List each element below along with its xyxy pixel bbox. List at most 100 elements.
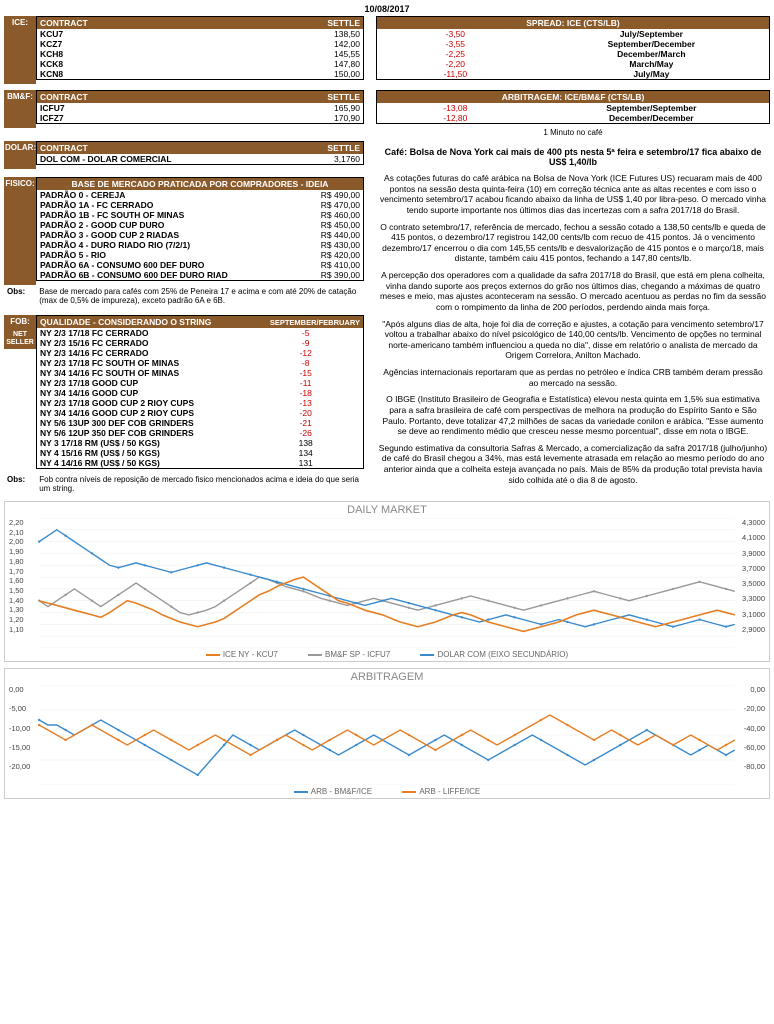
fisobs-text: Base de mercado para cafés com 25% de Pe… [39,287,359,305]
cell: -9 [248,338,363,348]
fob-table: FOB: NET SELLER QUALIDADE - CONSIDERANDO… [4,315,364,473]
cell: July/September [534,29,770,39]
subtitle: 1 Minuto no café [376,128,770,137]
ice-table: ICE: CONTRACTSETTLE KCU7138,50KCZ7142,00… [4,16,364,84]
axis-tick: -80,00 [744,762,765,771]
axis-tick: 1,30 [9,605,24,614]
cell: PADRÃO 6B - CONSUMO 600 DEF DURO RIAD [37,270,302,281]
cell: NY 4 14/16 RM (US$ / 50 KGS) [37,458,249,469]
table-row: PADRÃO 3 - GOOD CUP 2 RIADASR$ 440,00 [37,230,364,240]
cell: R$ 420,00 [301,250,363,260]
axis-tick: 1,80 [9,557,24,566]
dolar-label: DOLAR: [4,141,36,169]
c1leg2: DOLAR COM (EIXO SECUNDÁRIO) [437,650,568,659]
fisico-title: BASE DE MERCADO PRATICADA POR COMPRADORE… [37,178,364,191]
table-row: KCK8147,80 [37,59,364,69]
table-row: KCH8145,55 [37,49,364,59]
fob-label: FOB: [4,315,36,328]
cell: -11 [248,378,363,388]
article-paragraph: O IBGE (Instituto Brasileiro de Geografi… [378,394,768,437]
ice-h-contract: CONTRACT [37,17,227,30]
c1leg1: BM&F SP - ICFU7 [325,650,390,659]
article-title: Café: Bolsa de Nova York cai mais de 400… [376,147,770,167]
axis-tick: 0,00 [9,685,30,694]
axis-tick: -20,00 [9,762,30,771]
table-row: KCZ7142,00 [37,39,364,49]
axis-tick: -60,00 [744,743,765,752]
dolar-table: DOLAR: CONTRACTSETTLE DOL COM - DOLAR CO… [4,141,364,169]
table-row: NY 3/4 14/16 GOOD CUP 2 RIOY CUPS-20 [37,408,364,418]
chart2-legend: ARB - BM&F/ICE ARB - LIFFE/ICE [5,785,769,798]
table-row: PADRÃO 2 - GOOD CUP DUROR$ 450,00 [37,220,364,230]
article-paragraph: "Após alguns dias de alta, hoje foi dia … [378,319,768,362]
cell: NY 3/4 14/16 FC SOUTH OF MINAS [37,368,249,378]
spread-title: SPREAD: ICE (CTS/LB) [377,17,770,30]
table-row: -2,25December/March [377,49,770,59]
axis-tick: -5,00 [9,704,30,713]
bmf-label: BM&F: [4,90,36,128]
cell: 147,80 [226,59,363,69]
axis-tick: 0,00 [744,685,765,694]
table-row: -2,20March/May [377,59,770,69]
cell: KCU7 [37,29,227,39]
cell: September/December [534,39,770,49]
cell: R$ 390,00 [301,270,363,281]
cell: NY 5/6 12UP 350 DEF COB GRINDERS [37,428,249,438]
table-row: NY 2/3 15/16 FC CERRADO-9 [37,338,364,348]
table-row: ICFZ7170,90 [37,113,364,124]
axis-tick: 2,10 [9,528,24,537]
article: Café: Bolsa de Nova York cai mais de 400… [376,141,770,495]
cell: 142,00 [226,39,363,49]
table-row: NY 5/6 13UP 300 DEF COB GRINDERS-21 [37,418,364,428]
article-paragraph: Agências internacionais reportaram que a… [378,367,768,388]
cell: July/May [534,69,770,80]
bmf-h1: SETTLE [226,91,363,104]
arbitragem-chart: ARBITRAGEM 0,00-5,00-10,00-15,00-20,00 0… [4,668,770,799]
table-row: -13,08September/September [377,103,770,113]
cell: 170,90 [226,113,363,124]
cell: R$ 470,00 [301,200,363,210]
table-row: NY 3/4 14/16 FC SOUTH OF MINAS-15 [37,368,364,378]
cell: PADRÃO 1A - FC CERRADO [37,200,302,210]
fob-h1: SEPTEMBER/FEBRUARY [248,316,363,329]
cell: NY 3/4 14/16 GOOD CUP 2 RIOY CUPS [37,408,249,418]
cell: PADRÃO 2 - GOOD CUP DURO [37,220,302,230]
cell: PADRÃO 5 - RIO [37,250,302,260]
table-row: NY 2/3 17/18 FC CERRADO-5 [37,328,364,338]
cell: NY 2/3 14/16 FC CERRADO [37,348,249,358]
cell: 134 [248,448,363,458]
cell: NY 5/6 13UP 300 DEF COB GRINDERS [37,418,249,428]
dolar-h0: CONTRACT [37,142,292,155]
cell: -11,50 [377,69,534,80]
table-row: NY 2/3 17/18 FC SOUTH OF MINAS-8 [37,358,364,368]
cell: DOL COM - DOLAR COMERCIAL [37,154,292,165]
cell: PADRÃO 1B - FC SOUTH OF MINAS [37,210,302,220]
table-row: -12,80December/December [377,113,770,124]
axis-tick: 4,1000 [742,533,765,542]
table-row: NY 2/3 17/18 GOOD CUP 2 RIOY CUPS-13 [37,398,364,408]
cell: March/May [534,59,770,69]
axis-tick: 2,20 [9,518,24,527]
fob-obs: Obs: Fob contra níveis de reposição de m… [4,473,364,495]
bmf-table: BM&F: CONTRACTSETTLE ICFU7165,90ICFZ7170… [4,90,364,128]
table-row: NY 4 14/16 RM (US$ / 50 KGS)131 [37,458,364,469]
cell: NY 2/3 17/18 GOOD CUP [37,378,249,388]
fob-sub: NET SELLER [4,328,36,349]
axis-tick: -10,00 [9,724,30,733]
cell: -21 [248,418,363,428]
table-row: PADRÃO 5 - RIOR$ 420,00 [37,250,364,260]
cell: KCH8 [37,49,227,59]
axis-tick: -40,00 [744,724,765,733]
cell: KCN8 [37,69,227,80]
cell: 138,50 [226,29,363,39]
axis-tick: 1,90 [9,547,24,556]
ice-label: ICE: [4,16,36,84]
article-paragraph: A percepção dos operadores com a qualida… [378,270,768,313]
cell: -5 [248,328,363,338]
table-row: PADRÃO 6B - CONSUMO 600 DEF DURO RIADR$ … [37,270,364,281]
spread-table: SPREAD: ICE (CTS/LB) -3,50July/September… [376,16,770,80]
cell: NY 4 15/16 RM (US$ / 50 KGS) [37,448,249,458]
table-row: NY 5/6 12UP 350 DEF COB GRINDERS-26 [37,428,364,438]
article-paragraph: O contrato setembro/17, referência de me… [378,222,768,265]
axis-tick: 3,9000 [742,549,765,558]
